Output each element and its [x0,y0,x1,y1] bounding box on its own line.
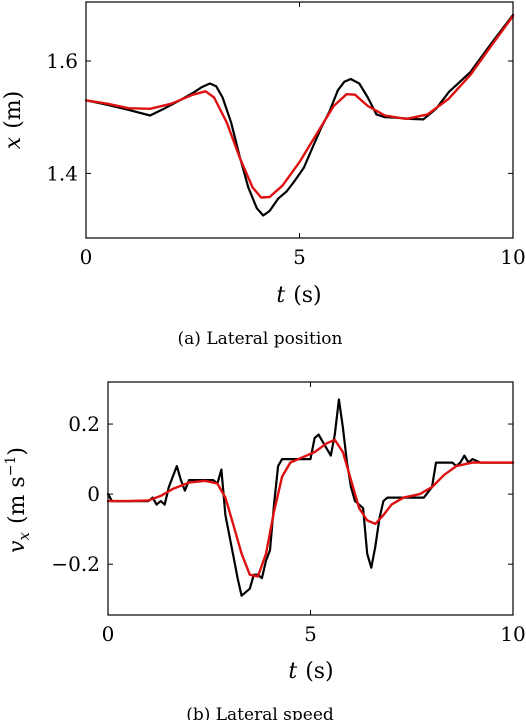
chart-b-x-tick-label: 10 [500,622,525,646]
chart-b-x-tick-label: 0 [102,622,115,646]
chart-b-series-group [106,398,515,597]
chart-a-x-tick-label: 0 [80,245,93,269]
chart-a-y-axis-label: x(m) [1,91,26,149]
chart-b-plot-frame [107,381,514,616]
chart-a-y-tick-label: 1.6 [46,49,78,73]
chart-b-x-axis-label: t (s) [288,659,333,684]
chart-a-series-estimated-line [84,14,515,199]
chart-b-y-tick-label: 0 [87,482,100,506]
chart-a-series-measured-line [84,13,515,217]
chart-a-x-tick-label: 5 [293,245,306,269]
chart-a-y-tick-label: 1.4 [46,161,78,185]
chart-b-caption: (b) Lateral speed [186,705,334,720]
chart-lateral-position: 0 5 10 1.4 1.6 t (s) x(m) (a) Lateral positio… [1,1,526,349]
chart-a-series-group [84,13,515,217]
chart-a-x-axis-label: t (s) [276,283,321,308]
chart-b-ticks: 0 5 10 −0.2 0 0.2 [51,382,526,646]
chart-b-y-tick-label: −0.2 [51,552,100,576]
chart-b-y-axis-label: vx(m s−1) [3,447,33,553]
chart-b-series-estimated-line [106,438,515,578]
chart-b-y-tick-label: 0.2 [68,412,100,436]
chart-b-x-tick-label: 5 [304,622,317,646]
chart-lateral-speed: 0 5 10 −0.2 0 0.2 t (s) vx(m s−1) (b) Lateral … [3,381,526,720]
chart-b-series-measured-line [106,398,515,597]
chart-a-ticks: 0 5 10 1.4 1.6 [46,2,526,269]
chart-a-x-tick-label: 10 [500,245,525,269]
chart-a-caption: (a) Lateral position [178,329,343,349]
chart-a-plot-frame [85,1,514,239]
